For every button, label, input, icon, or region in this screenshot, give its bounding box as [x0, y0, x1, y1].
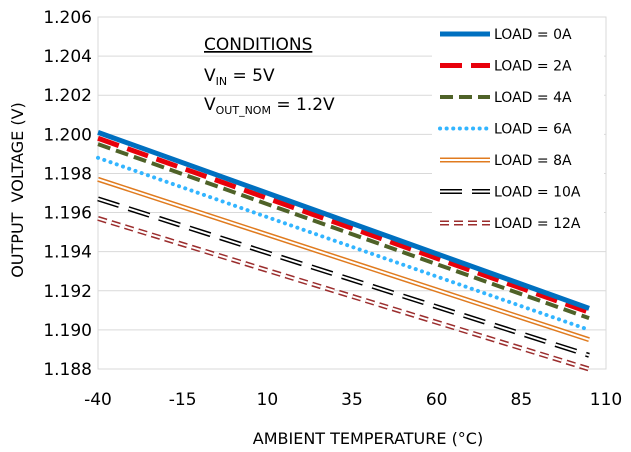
series-segment: [96, 155, 592, 332]
y-axis-ticks: 1.188 1.190 1.192 1.194 1.196 1.198 1.200 1.202…: [43, 8, 92, 380]
y-tick-label: 1.202: [43, 86, 92, 106]
vin-subscript: IN: [216, 75, 227, 88]
series-segment: [97, 142, 590, 321]
x-axis-title: AMBIENT TEMPERATURE (°C): [253, 429, 483, 448]
x-tick-label: 35: [341, 390, 363, 410]
y-tick-label: 1.198: [43, 164, 92, 184]
y-axis-title: OUTPUT VOLTAGE (V): [8, 102, 27, 278]
vout-symbol: V: [204, 95, 216, 115]
series-line: [97, 135, 590, 315]
conditions-heading: CONDITIONS: [204, 35, 312, 55]
x-tick-label: -40: [84, 390, 112, 410]
x-axis-ticks: -40 -15 10 35 60 85 110: [84, 390, 622, 410]
legend-item: LOAD = 12A: [440, 216, 581, 232]
legend-item: LOAD = 8A: [440, 153, 572, 169]
series-segment-inner: [97, 197, 590, 357]
legend-label: LOAD = 8A: [494, 153, 572, 169]
series-segment: [97, 135, 590, 315]
legend-item: LOAD = 10A: [440, 185, 581, 201]
conditions-vin: VIN = 5V: [204, 66, 275, 88]
y-tick-label: 1.192: [43, 282, 92, 302]
series-segment: [97, 130, 590, 311]
legend-label: LOAD = 2A: [494, 59, 572, 75]
y-tick-label: 1.204: [43, 47, 92, 67]
y-tick-label: 1.190: [43, 321, 92, 341]
series-segment-inner: [97, 217, 590, 370]
x-tick-label: 85: [511, 390, 533, 410]
y-tick-label: 1.206: [43, 8, 92, 28]
y-tick-label: 1.196: [43, 204, 92, 224]
series-layer: [96, 130, 592, 372]
vout-subscript: OUT_NOM: [216, 104, 271, 117]
x-tick-label: -15: [169, 390, 197, 410]
legend-label: LOAD = 10A: [494, 185, 581, 201]
series-line: [96, 155, 592, 332]
series-line: [97, 216, 590, 372]
y-tick-label: 1.188: [43, 360, 92, 380]
y-tick-label: 1.194: [43, 243, 92, 263]
conditions-vout: VOUT_NOM = 1.2V: [204, 95, 335, 117]
series-line: [97, 142, 590, 321]
x-tick-label: 10: [257, 390, 279, 410]
conditions-annotation: CONDITIONS VIN = 5V VOUT_NOM = 1.2V: [204, 35, 335, 117]
legend-label: LOAD = 4A: [494, 90, 572, 106]
vout-value: = 1.2V: [271, 95, 335, 115]
legend-item: LOAD = 4A: [440, 90, 572, 106]
legend-label: LOAD = 6A: [494, 122, 572, 138]
vin-symbol: V: [204, 66, 216, 86]
x-tick-label: 60: [426, 390, 448, 410]
series-line: [97, 176, 590, 343]
x-tick-label: 110: [590, 390, 622, 410]
legend: LOAD = 0A LOAD = 2A LOAD = 4A LOAD = 6A LOAD…: [432, 18, 604, 242]
plot-area-border: [97, 16, 607, 370]
series-segment-inner: [97, 178, 590, 341]
legend-item: LOAD = 2A: [440, 59, 572, 75]
legend-label: LOAD = 0A: [494, 27, 572, 43]
legend-label: LOAD = 12A: [494, 216, 581, 232]
series-line: [97, 130, 590, 311]
vin-value: = 5V: [227, 66, 275, 86]
series-line: [97, 196, 590, 358]
legend-item: LOAD = 0A: [440, 27, 572, 43]
legend-item: LOAD = 6A: [438, 122, 572, 138]
y-tick-label: 1.200: [43, 125, 92, 145]
